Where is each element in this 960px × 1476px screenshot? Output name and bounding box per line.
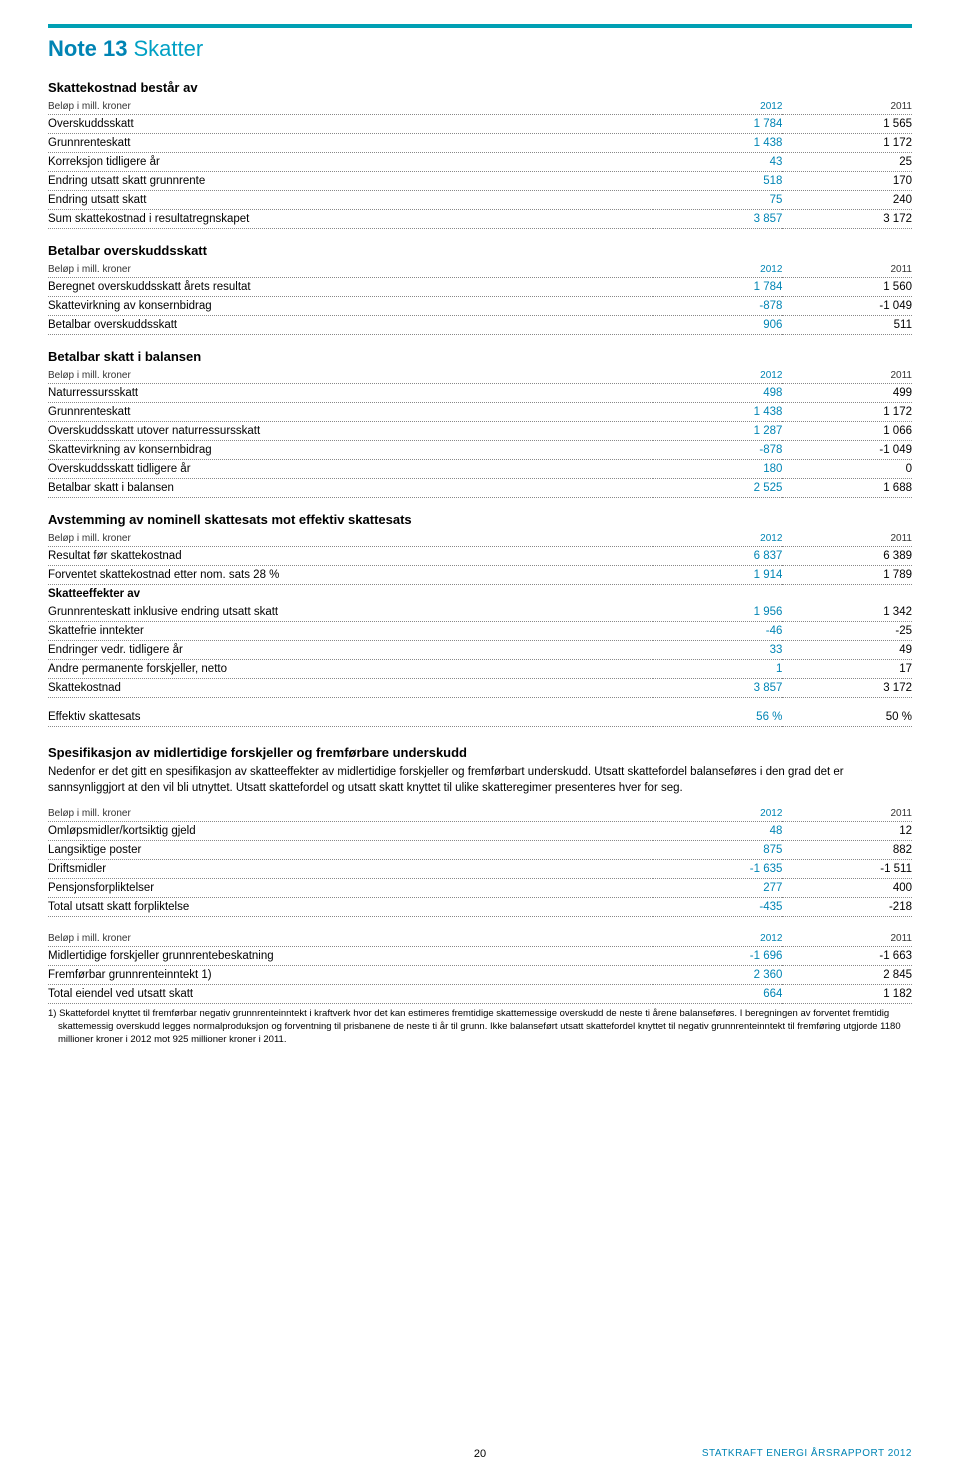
table-row: Omløpsmidler/kortsiktig gjeld4812 — [48, 822, 912, 841]
sect1-heading: Skattekostnad består av — [48, 80, 912, 95]
note-code: Note 13 — [48, 36, 127, 61]
sect5-table: Beløp i mill. kroner 2012 2011 Omløpsmid… — [48, 806, 912, 917]
sect4-heading: Avstemming av nominell skattesats mot ef… — [48, 512, 912, 527]
table-row: Betalbar skatt i balansen2 5251 688 — [48, 479, 912, 498]
sect3-table: Beløp i mill. kroner 2012 2011 Naturress… — [48, 368, 912, 498]
sect2-heading: Betalbar overskuddsskatt — [48, 243, 912, 258]
table-row: Skattevirkning av konsernbidrag-878-1 04… — [48, 297, 912, 316]
table-row: Overskuddsskatt tidligere år1800 — [48, 460, 912, 479]
table-row: Sum skattekostnad i resultatregnskapet3 … — [48, 210, 912, 229]
table-row: Fremførbar grunnrenteinntekt 1)2 3602 84… — [48, 966, 912, 985]
table-row: Total eiendel ved utsatt skatt6641 182 — [48, 985, 912, 1004]
unit-label: Beløp i mill. kroner — [48, 99, 653, 115]
table-row: Resultat før skattekostnad6 8376 389 — [48, 547, 912, 566]
table-row: Endring utsatt skatt grunnrente518170 — [48, 172, 912, 191]
sect4-rate-table: Effektiv skattesats56 %50 % — [48, 708, 912, 727]
table-row: Overskuddsskatt1 7841 565 — [48, 115, 912, 134]
table-header: Beløp i mill. kroner 2012 2011 — [48, 368, 912, 384]
sect5-body: Nedenfor er det gitt en spesifikasjon av… — [48, 764, 912, 796]
table-row: Skattekostnad3 8573 172 — [48, 679, 912, 698]
note-name: Skatter — [133, 36, 203, 61]
page-number: 20 — [474, 1448, 486, 1460]
sect6-footnote: 1) Skattefordel knyttet til fremførbar n… — [48, 1008, 912, 1046]
table-row: Endringer vedr. tidligere år3349 — [48, 641, 912, 660]
table-row: Skattevirkning av konsernbidrag-878-1 04… — [48, 441, 912, 460]
sect4-table: Beløp i mill. kroner 2012 2011 Resultat … — [48, 531, 912, 698]
table-row: Forventet skattekostnad etter nom. sats … — [48, 566, 912, 585]
table-row: Endring utsatt skatt75240 — [48, 191, 912, 210]
effective-rate-row: Effektiv skattesats56 %50 % — [48, 708, 912, 727]
sect6-table: Beløp i mill. kroner 2012 2011 Midlertid… — [48, 931, 912, 1004]
table-row: Korreksjon tidligere år4325 — [48, 153, 912, 172]
year-2011: 2011 — [782, 99, 912, 115]
table-header: Beløp i mill. kroner 2012 2011 — [48, 806, 912, 822]
note-title: Note 13Skatter — [48, 36, 912, 62]
top-teal-bar — [48, 24, 912, 28]
table-header: Beløp i mill. kroner 2012 2011 — [48, 262, 912, 278]
sect3-heading: Betalbar skatt i balansen — [48, 349, 912, 364]
table-row: Grunnrenteskatt1 4381 172 — [48, 403, 912, 422]
table-row: Skatteeffekter av — [48, 585, 912, 604]
table-row: Naturressursskatt498499 — [48, 384, 912, 403]
year-2012: 2012 — [653, 99, 783, 115]
table-row: Grunnrenteskatt inklusive endring utsatt… — [48, 603, 912, 622]
table-header: Beløp i mill. kroner 2012 2011 — [48, 99, 912, 115]
table-row: Midlertidige forskjeller grunnrentebeska… — [48, 947, 912, 966]
table-row: Overskuddsskatt utover naturressursskatt… — [48, 422, 912, 441]
table-row: Driftsmidler-1 635-1 511 — [48, 860, 912, 879]
table-row: Grunnrenteskatt1 4381 172 — [48, 134, 912, 153]
table-row: Betalbar overskuddsskatt906511 — [48, 316, 912, 335]
page-footer: 20 STATKRAFT ENERGI ÅRSRAPPORT 2012 — [0, 1448, 960, 1460]
table-row: Pensjonsforpliktelser277400 — [48, 879, 912, 898]
sect5-heading: Spesifikasjon av midlertidige forskjelle… — [48, 745, 912, 760]
table-header: Beløp i mill. kroner 2012 2011 — [48, 531, 912, 547]
table-row: Total utsatt skatt forpliktelse-435-218 — [48, 898, 912, 917]
table-header: Beløp i mill. kroner 2012 2011 — [48, 931, 912, 947]
table-row: Beregnet overskuddsskatt årets resultat1… — [48, 278, 912, 297]
sect1-table: Beløp i mill. kroner 2012 2011 Overskudd… — [48, 99, 912, 229]
table-row: Skattefrie inntekter-46-25 — [48, 622, 912, 641]
sect2-table: Beløp i mill. kroner 2012 2011 Beregnet … — [48, 262, 912, 335]
table-row: Langsiktige poster875882 — [48, 841, 912, 860]
footer-source: STATKRAFT ENERGI ÅRSRAPPORT 2012 — [702, 1448, 912, 1459]
table-row: Andre permanente forskjeller, netto117 — [48, 660, 912, 679]
